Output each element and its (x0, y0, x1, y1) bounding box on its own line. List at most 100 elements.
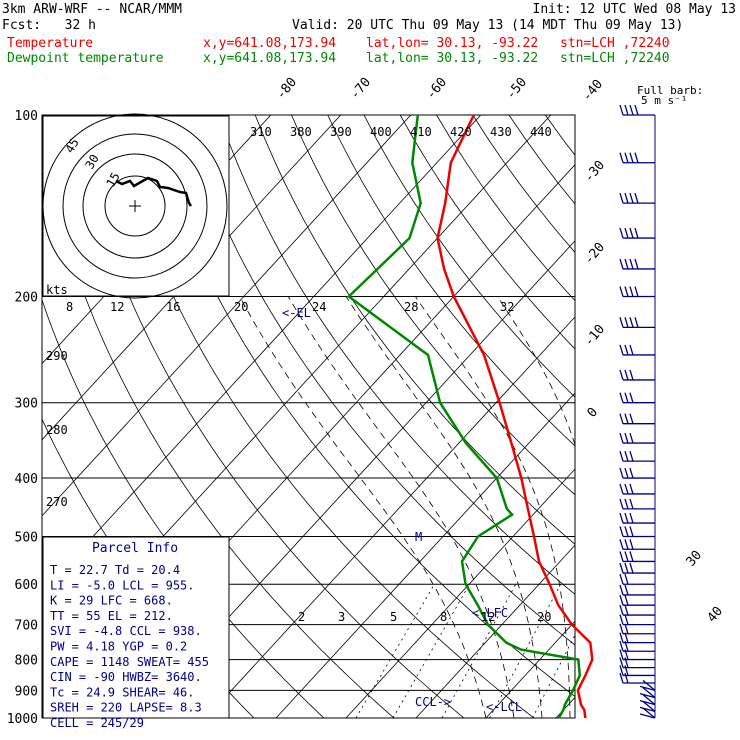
wind-barb-flag (619, 450, 624, 462)
theta-left-label: 270 (46, 495, 68, 509)
mixing-ratio-line (392, 584, 470, 718)
wind-barb-flag (629, 317, 634, 328)
header-fcst: Fcst: 32 h (2, 18, 96, 33)
ccl-marker: CCL-> (415, 695, 451, 709)
wind-barb-flag (624, 623, 629, 634)
wind-barb-flag (629, 192, 634, 204)
pressure-label-1000: 1000 (7, 712, 38, 727)
lower-right-temp-label: 40 (705, 604, 727, 626)
wind-barb-flag (624, 344, 629, 356)
moist-adiabat (345, 296, 543, 718)
wind-barb-flag (619, 594, 624, 606)
wind-barb-flag (619, 665, 624, 676)
wind-barb-flag (624, 286, 629, 297)
moist-adiabat (239, 296, 487, 718)
moist-adiabat (587, 297, 637, 719)
isotherm (626, 115, 740, 718)
isotherm (415, 544, 575, 718)
dry-adiabat (508, 115, 575, 205)
wind-barb-flag (629, 562, 634, 574)
right-temp-label: -30 (582, 158, 609, 186)
wind-barb-flag (619, 317, 624, 328)
wind-barb-flag (629, 152, 634, 163)
hodograph-ring-label: 45 (62, 136, 81, 156)
wind-barb-flag (629, 258, 634, 270)
wind-barb-flag (624, 369, 629, 381)
wind-barb-flag (619, 432, 624, 444)
wind-barb-flag (619, 483, 624, 495)
wind-barb-flag (624, 562, 629, 574)
wind-barb (642, 694, 656, 706)
wind-barb (639, 706, 656, 712)
theta-label: 440 (530, 125, 552, 139)
wind-barb-flag (619, 672, 624, 684)
dry-adiabat (42, 139, 395, 718)
wind-barb (642, 679, 656, 691)
barb-legend-title: Full barb: (637, 84, 703, 97)
pressure-label-500: 500 (15, 530, 38, 545)
wind-barb-flag (624, 551, 629, 562)
wind-barb-flag (624, 498, 629, 510)
wind-barb-flag (629, 227, 634, 239)
mixing-ratio-line (532, 634, 575, 718)
wind-barb-flag (619, 539, 624, 550)
hodograph-ring (42, 113, 228, 299)
parcel-info-row: LI = -5.0 LCL = 955. (50, 578, 195, 592)
mixing-ratio-label: 12 (110, 300, 124, 314)
plot-frame (41, 114, 576, 719)
m-marker: M (415, 530, 422, 544)
dry-adiabat (436, 115, 575, 302)
dry-adiabat (363, 115, 575, 398)
parcel-info-row: T = 22.7 Td = 20.4 (50, 563, 180, 577)
dry-adiabat (327, 115, 575, 447)
wind-barb-flag (634, 258, 639, 270)
isotherm (42, 115, 482, 593)
mixing-ratio-label: 16 (166, 300, 180, 314)
pressure-label-200: 200 (15, 291, 38, 306)
legend-temperature-station: stn=LCH ,72240 (560, 36, 670, 51)
mixing-ratio-line (355, 584, 435, 718)
wind-barb-flag (634, 317, 639, 328)
wind-barb-flag (629, 539, 634, 550)
top-temp-label: -50 (504, 75, 531, 103)
wind-barb-flag (619, 574, 624, 585)
parcel-info-row: SVI = -4.8 CCL = 938. (50, 624, 202, 638)
wind-barb-flag (629, 551, 634, 562)
mixing-ratio-label: 20 (234, 300, 248, 314)
wind-barb-flag (629, 432, 634, 444)
wind-barb-flag (624, 512, 629, 524)
wind-barb-flag (624, 594, 629, 606)
wind-barb-flag (619, 192, 624, 204)
isotherm (696, 115, 740, 718)
wind-barb-flag (619, 614, 624, 625)
mixing-ratio-label: 24 (312, 300, 326, 314)
pressure-label-800: 800 (15, 654, 38, 669)
wind-barb-flag (624, 258, 629, 270)
wind-barb-flag (619, 562, 624, 574)
wind-barb-flag (624, 614, 629, 625)
top-temp-label: -60 (424, 75, 451, 103)
hodograph-ring (62, 133, 208, 279)
wind-barb-flag (619, 512, 624, 524)
top-temp-label: -70 (348, 75, 375, 103)
parcel-info-row: K = 29 LFC = 668. (50, 594, 173, 608)
theta-label: 410 (410, 125, 432, 139)
wind-barb-flag (619, 258, 624, 270)
hodograph-ring (104, 175, 166, 237)
legend-temperature-latlon: lat,lon= 30.13, -93.22 (366, 36, 539, 51)
wind-barb-flag (619, 623, 624, 634)
pressure-label-700: 700 (15, 619, 38, 634)
parcel-info-row: SREH = 220 LAPSE= 8.3 (50, 701, 202, 715)
moist-label: 12 (481, 610, 495, 624)
theta-label: 380 (290, 125, 312, 139)
dry-adiabat (618, 115, 740, 731)
wind-barb-flag (629, 467, 634, 479)
wind-barb-flag (619, 413, 624, 424)
pressure-label-300: 300 (15, 397, 38, 412)
wind-barb-flag (619, 227, 624, 239)
isotherm (275, 392, 575, 718)
hodograph-ring-label: 15 (103, 170, 122, 190)
pressure-label-900: 900 (15, 684, 38, 699)
wind-barb-flag (624, 672, 629, 684)
